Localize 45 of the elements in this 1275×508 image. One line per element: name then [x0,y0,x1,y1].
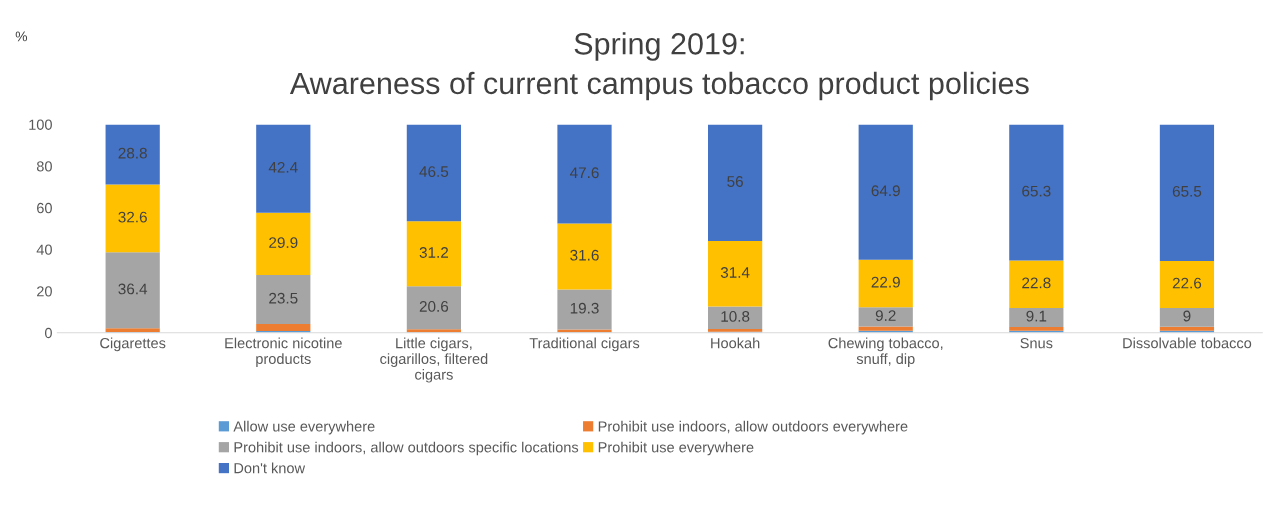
data-label: 32.6 [118,211,147,223]
data-label: 31.4 [720,267,750,278]
x-tick-label: Little cigars, cigarillos, filtered cigars [380,337,488,383]
data-label: 9.2 [875,310,896,322]
x-tick-label: Dissolvable tobacco [1123,337,1252,349]
data-label: 19.3 [570,302,599,314]
data-label: 9 [1183,310,1191,322]
data-label: 64.9 [871,185,900,197]
x-tick-label: Electronic nicotine products [225,337,342,367]
data-label: 42.4 [268,161,298,173]
data-label: 22.9 [871,276,900,288]
data-label: 28.8 [118,147,147,159]
legend-label: Prohibit use everywhere [598,441,754,456]
legend-label: Prohibit use indoors, allow outdoors everywhere [598,420,908,435]
data-label: 29.9 [269,237,298,249]
data-label: 22.8 [1022,277,1051,289]
data-label: 65.3 [1022,185,1051,197]
data-label: 47.6 [569,167,599,179]
y-tick-label: 20 [37,286,52,297]
data-label: 22.6 [1172,277,1202,289]
data-label: 10.8 [721,311,750,322]
data-label: 31.2 [419,247,448,258]
y-tick-label: 80 [36,161,52,172]
y-tick-label: 100 [29,119,52,130]
data-label: 36.4 [118,283,148,295]
data-label: 20.6 [419,301,449,312]
legend-label: Allow use everywhere [233,420,375,435]
data-label: 56 [727,176,743,187]
x-tick-label: Chewing tobacco, snuff, dip [828,337,943,367]
data-label: 31.6 [570,249,599,261]
legend-label: Don't know [234,462,306,474]
data-label: 9.1 [1026,310,1047,322]
x-tick-label: Hookah [711,337,760,349]
y-tick-label: 0 [44,327,52,339]
chart-title: Spring 2019: Awareness of current campus tobacco product policies [289,32,1029,101]
data-label: 65.5 [1172,185,1202,197]
y-tick-label: 60 [37,202,52,214]
text: % [15,31,28,42]
x-tick-label: Snus [1020,337,1053,349]
x-tick-label: Cigarettes [100,337,166,352]
y-tick-label: 40 [36,244,52,255]
x-tick-label: Traditional cigars [529,337,640,352]
legend-label: Prohibit use indoors, allow outdoors specific locations [234,441,579,456]
data-label: 46.5 [419,166,449,177]
data-label: 23.5 [269,292,298,304]
